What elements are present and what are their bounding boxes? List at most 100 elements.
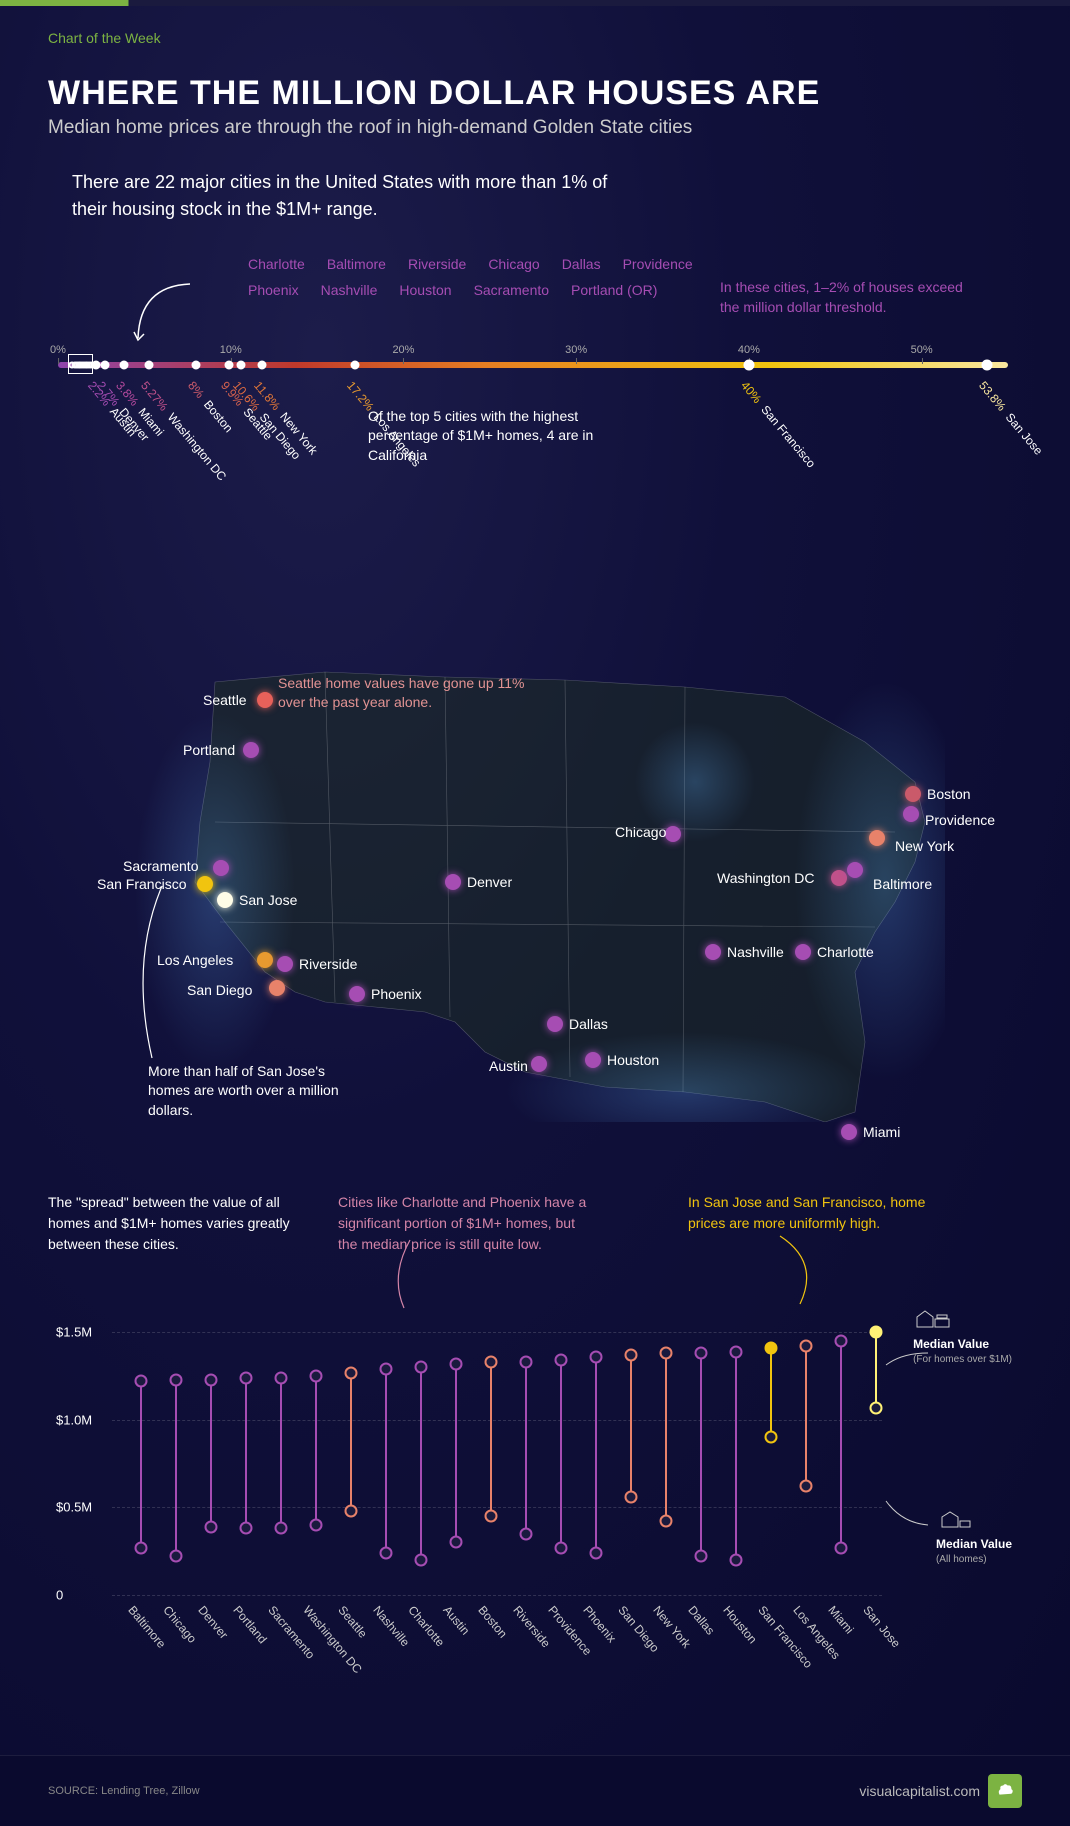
dumbbell-dot-high	[379, 1363, 392, 1376]
cluster-box	[68, 354, 92, 374]
map-city-dot	[665, 826, 681, 842]
dumbbell-chart: Median Value (For homes over $1M) Median…	[66, 1315, 882, 1695]
legend-bot-arrow	[882, 1495, 932, 1535]
y-axis-label: $1.5M	[56, 1325, 92, 1340]
dumbbell-stem	[315, 1376, 317, 1525]
brand: visualcapitalist.com	[859, 1774, 1022, 1808]
map-city-label: San Diego	[187, 982, 252, 998]
map-city-dot	[831, 870, 847, 886]
map-city-dot	[869, 830, 885, 846]
spread-annotations: The "spread" between the value of all ho…	[48, 1192, 1022, 1255]
footer: SOURCE: Lending Tree, Zillow visualcapit…	[0, 1755, 1070, 1826]
dumbbell-stem	[140, 1381, 142, 1547]
dumbbell-stem	[560, 1360, 562, 1547]
map-city-dot	[257, 952, 273, 968]
threshold-note: In these cities, 1–2% of houses exceed t…	[720, 278, 980, 317]
spread-text-overview: The "spread" between the value of all ho…	[48, 1192, 308, 1255]
dumbbell-dot-low	[694, 1550, 707, 1563]
map-city-dot	[795, 944, 811, 960]
map-city-label: Dallas	[569, 1016, 608, 1032]
dumbbell-dot-high	[484, 1356, 497, 1369]
legend-top-arrow	[882, 1345, 932, 1375]
scale-city-dot	[145, 360, 154, 369]
dumbbell-stem	[210, 1380, 212, 1527]
dumbbell-dot-low	[379, 1546, 392, 1559]
map-city-dot	[531, 1056, 547, 1072]
dumbbell-stem	[490, 1362, 492, 1516]
dumbbell-stem	[245, 1378, 247, 1529]
map-city-label: Washington DC	[717, 870, 815, 886]
map-city-dot	[585, 1052, 601, 1068]
y-axis-label: $0.5M	[56, 1500, 92, 1515]
main-container: Chart of the Week WHERE THE MILLION DOLL…	[0, 6, 1070, 1755]
dumbbell-dot-high	[729, 1345, 742, 1358]
dumbbell-dot-low	[344, 1504, 357, 1517]
map-city-dot	[197, 876, 213, 892]
dumbbell-stem	[595, 1357, 597, 1553]
cluster-arrow	[120, 276, 220, 356]
dumbbell-dot-low	[239, 1522, 252, 1535]
scale-city-dot	[257, 360, 266, 369]
map-city-dot	[841, 1124, 857, 1140]
scale-tick: 50%	[911, 344, 933, 356]
dumbbell-stem	[840, 1341, 842, 1548]
california-note: Of the top 5 cities with the highest per…	[368, 407, 608, 466]
cluster-city: Sacramento	[474, 279, 549, 301]
map-city-dot	[547, 1016, 563, 1032]
scale-city-dot	[119, 360, 128, 369]
dumbbell-dot-low	[519, 1527, 532, 1540]
dumbbell-stem	[175, 1380, 177, 1557]
map-city-label: Boston	[927, 786, 971, 802]
map-city-label: Charlotte	[817, 944, 874, 960]
intro-text: There are 22 major cities in the United …	[72, 169, 632, 223]
dumbbell-dot-high	[274, 1371, 287, 1384]
dumbbell-stem	[350, 1373, 352, 1511]
map-city-label: Riverside	[299, 956, 357, 972]
map-city-label: Baltimore	[873, 876, 932, 892]
dumbbell-dot-low	[729, 1553, 742, 1566]
scale-city-dot	[192, 360, 201, 369]
dumbbell-stem	[630, 1355, 632, 1497]
cluster-city: Baltimore	[327, 253, 386, 275]
scale-tick: 40%	[738, 344, 760, 356]
scale-city-label: 40% San Francisco	[738, 378, 818, 470]
scale-city-label: 53.8% San Jose	[976, 378, 1045, 457]
map-city-label: Phoenix	[371, 986, 422, 1002]
dumbbell-dot-low	[449, 1536, 462, 1549]
dumbbell-dot-high	[239, 1371, 252, 1384]
scale-city-dot	[982, 359, 993, 370]
y-gridline	[112, 1595, 882, 1596]
sanjose-spread-arrow	[760, 1232, 850, 1312]
dumbbell-dot-low	[484, 1510, 497, 1523]
scale-tick: 10%	[220, 344, 242, 356]
map-city-dot	[217, 892, 233, 908]
map-city-dot	[277, 956, 293, 972]
y-gridline	[112, 1420, 882, 1421]
seattle-callout: Seattle home values have gone up 11% ove…	[278, 674, 538, 713]
dumbbell-dot-low	[169, 1550, 182, 1563]
dumbbell-dot-high	[694, 1347, 707, 1360]
y-gridline	[112, 1332, 882, 1333]
dumbbell-dot-high	[309, 1370, 322, 1383]
map-city-dot	[257, 692, 273, 708]
map-city-label: Houston	[607, 1052, 659, 1068]
legend-median-all: Median Value (All homes)	[936, 1505, 1012, 1566]
dumbbell-stem	[875, 1332, 877, 1407]
sanjose-arrow	[122, 882, 192, 1072]
dumbbell-dot-high	[799, 1340, 812, 1353]
dumbbell-stem	[700, 1353, 702, 1556]
scale-city-dot	[237, 360, 246, 369]
map-city-dot	[705, 944, 721, 960]
dumbbell-dot-high	[519, 1356, 532, 1369]
percentage-scale: 0%10%20%30%40%50%2.2% Austin2.7% Denver3…	[48, 362, 1022, 532]
scale-gradient-bar: 0%10%20%30%40%50%2.2% Austin2.7% Denver3…	[58, 362, 1008, 368]
dumbbell-dot-low	[554, 1541, 567, 1554]
map-city-dot	[269, 980, 285, 996]
spread-section: The "spread" between the value of all ho…	[48, 1192, 1022, 1695]
dumbbell-dot-low	[589, 1546, 602, 1559]
map-city-label: Portland	[183, 742, 235, 758]
dumbbell-dot-low	[659, 1515, 672, 1528]
dumbbell-dot-high	[764, 1342, 777, 1355]
map-city-label: Chicago	[615, 824, 666, 840]
us-map-section: SeattlePortlandSacramentoSan FranciscoSa…	[48, 592, 1022, 1172]
